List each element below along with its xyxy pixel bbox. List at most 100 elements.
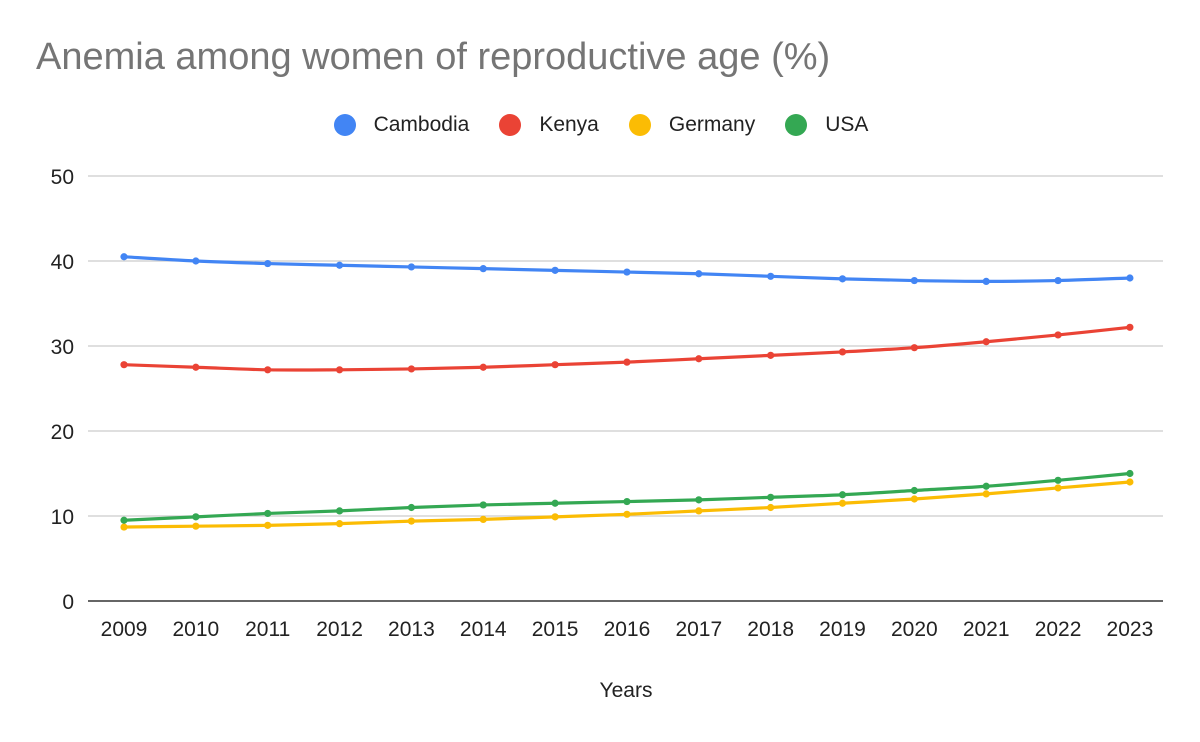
point-kenya-2016[interactable] xyxy=(623,358,631,366)
point-kenya-2015[interactable] xyxy=(551,361,559,369)
point-kenya-2018[interactable] xyxy=(767,351,775,359)
point-usa-2010[interactable] xyxy=(192,513,200,521)
x-tick-label-2014: 2014 xyxy=(460,618,507,641)
x-tick-label-2020: 2020 xyxy=(891,618,938,641)
point-kenya-2011[interactable] xyxy=(264,366,272,374)
legend-swatch-kenya xyxy=(499,114,522,136)
series-usa xyxy=(120,469,1134,524)
point-kenya-2017[interactable] xyxy=(695,355,703,363)
point-usa-2018[interactable] xyxy=(767,493,775,501)
point-cambodia-2020[interactable] xyxy=(910,276,918,285)
legend-swatch-germany xyxy=(628,114,651,136)
x-tick-label-2011: 2011 xyxy=(245,618,290,641)
point-germany-2014[interactable] xyxy=(479,515,487,524)
point-germany-2009[interactable] xyxy=(120,523,128,531)
x-axis-title: Years xyxy=(600,679,653,702)
y-tick-label-20: 20 xyxy=(51,421,74,444)
chart-title: Anemia among women of reproductive age (… xyxy=(36,36,831,78)
point-usa-2013[interactable] xyxy=(407,503,415,512)
point-usa-2014[interactable] xyxy=(479,501,487,509)
legend-item-usa[interactable]: USA xyxy=(785,113,868,137)
point-cambodia-2011[interactable] xyxy=(264,259,272,268)
point-germany-2011[interactable] xyxy=(264,521,272,529)
y-tick-label-30: 30 xyxy=(51,336,74,359)
point-kenya-2023[interactable] xyxy=(1126,323,1134,331)
point-usa-2019[interactable] xyxy=(838,491,847,499)
x-tick-label-2021: 2021 xyxy=(963,618,1010,641)
point-cambodia-2013[interactable] xyxy=(407,263,415,271)
series-lines xyxy=(120,253,1134,531)
point-germany-2010[interactable] xyxy=(192,522,200,530)
legend: Cambodia Kenya Germany USA xyxy=(0,108,1200,142)
point-cambodia-2012[interactable] xyxy=(335,261,344,269)
point-germany-2021[interactable] xyxy=(982,490,990,498)
legend-label-germany: Germany xyxy=(668,113,756,136)
legend-label-usa: USA xyxy=(825,113,869,136)
series-kenya xyxy=(120,323,1134,374)
y-axis-ticks: 0 10 20 30 40 50 xyxy=(51,166,74,614)
point-germany-2016[interactable] xyxy=(623,510,631,518)
legend-item-cambodia[interactable]: Cambodia xyxy=(333,113,470,137)
x-tick-label-2016: 2016 xyxy=(604,618,651,641)
point-kenya-2014[interactable] xyxy=(479,363,487,371)
point-kenya-2022[interactable] xyxy=(1054,331,1062,339)
point-usa-2017[interactable] xyxy=(695,496,703,504)
legend-swatch-usa xyxy=(785,114,808,136)
point-germany-2020[interactable] xyxy=(910,495,918,503)
point-cambodia-2009[interactable] xyxy=(120,253,128,261)
point-kenya-2009[interactable] xyxy=(120,361,128,369)
point-kenya-2010[interactable] xyxy=(192,363,200,371)
y-tick-label-50: 50 xyxy=(51,166,74,189)
point-cambodia-2017[interactable] xyxy=(695,270,703,278)
point-kenya-2019[interactable] xyxy=(838,348,847,356)
point-germany-2018[interactable] xyxy=(767,503,775,512)
point-cambodia-2010[interactable] xyxy=(192,257,200,265)
point-kenya-2021[interactable] xyxy=(982,338,990,346)
point-kenya-2013[interactable] xyxy=(407,365,415,373)
point-usa-2021[interactable] xyxy=(982,482,990,490)
y-tick-label-0: 0 xyxy=(62,591,74,614)
point-usa-2011[interactable] xyxy=(264,509,272,518)
point-usa-2015[interactable] xyxy=(551,499,559,507)
x-tick-label-2012: 2012 xyxy=(316,618,363,641)
point-cambodia-2023[interactable] xyxy=(1126,274,1134,282)
point-germany-2023[interactable] xyxy=(1126,478,1134,486)
legend-label-cambodia: Cambodia xyxy=(373,113,470,136)
point-cambodia-2016[interactable] xyxy=(623,268,631,276)
point-germany-2022[interactable] xyxy=(1054,484,1062,492)
point-cambodia-2015[interactable] xyxy=(551,266,559,274)
point-germany-2019[interactable] xyxy=(838,499,847,507)
legend-item-kenya[interactable]: Kenya xyxy=(499,113,599,137)
point-usa-2020[interactable] xyxy=(910,486,918,495)
y-tick-label-10: 10 xyxy=(51,506,74,529)
x-tick-label-2017: 2017 xyxy=(675,618,722,641)
point-kenya-2020[interactable] xyxy=(910,344,918,352)
x-tick-label-2022: 2022 xyxy=(1035,618,1082,641)
point-cambodia-2014[interactable] xyxy=(479,265,487,273)
x-tick-label-2010: 2010 xyxy=(172,618,219,641)
point-usa-2016[interactable] xyxy=(623,497,631,506)
x-tick-label-2023: 2023 xyxy=(1107,618,1154,641)
x-tick-label-2009: 2009 xyxy=(101,618,148,641)
point-germany-2012[interactable] xyxy=(335,520,344,528)
point-germany-2015[interactable] xyxy=(551,513,559,521)
series-germany xyxy=(120,478,1134,531)
gridlines xyxy=(88,175,1163,602)
series-cambodia xyxy=(120,253,1134,285)
point-usa-2012[interactable] xyxy=(335,507,344,515)
point-usa-2022[interactable] xyxy=(1054,476,1062,484)
point-cambodia-2022[interactable] xyxy=(1054,276,1062,285)
point-cambodia-2019[interactable] xyxy=(838,275,847,283)
legend-item-germany[interactable]: Germany xyxy=(628,113,756,137)
point-germany-2017[interactable] xyxy=(695,507,703,515)
point-germany-2013[interactable] xyxy=(407,517,415,525)
point-cambodia-2021[interactable] xyxy=(982,277,990,285)
point-usa-2009[interactable] xyxy=(120,516,128,524)
point-kenya-2012[interactable] xyxy=(335,366,344,374)
point-cambodia-2018[interactable] xyxy=(767,272,775,280)
legend-label-kenya: Kenya xyxy=(539,113,599,136)
point-usa-2023[interactable] xyxy=(1126,469,1134,478)
x-tick-label-2019: 2019 xyxy=(819,618,866,641)
x-tick-label-2015: 2015 xyxy=(532,618,579,641)
x-tick-label-2013: 2013 xyxy=(388,618,435,641)
